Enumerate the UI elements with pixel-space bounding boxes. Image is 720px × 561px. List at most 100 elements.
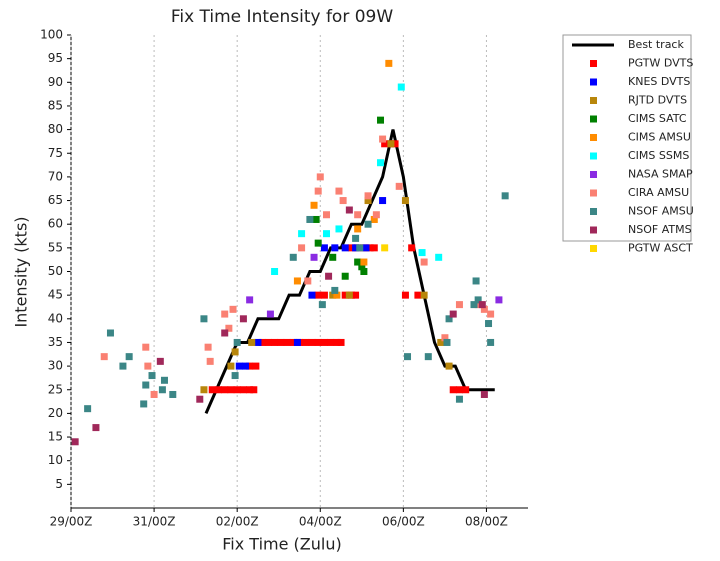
fix-marker [345,206,353,214]
fix-marker [445,362,453,370]
fix-marker [327,338,335,346]
fix-marker [360,268,368,275]
fix-marker [293,338,301,346]
fix-marker [221,329,229,337]
fix-marker [364,197,372,205]
fix-marker [495,296,503,304]
fix-marker [140,400,148,408]
fix-marker [377,116,385,124]
y-tick-label: 5 [55,477,63,491]
legend-label: CIRA AMSU [628,186,689,199]
y-tick-label: 45 [48,288,63,302]
fix-marker [474,296,482,304]
legend-swatch [590,60,597,67]
fix-marker [266,310,274,318]
x-tick-label: 29/00Z [50,515,93,529]
y-tick-label: 75 [48,146,63,160]
fix-marker [125,353,133,361]
fix-marker [480,305,488,313]
fix-marker [92,424,100,432]
fix-marker [370,215,378,223]
fix-marker [381,244,389,252]
fix-marker [106,329,114,337]
fix-marker [289,253,297,261]
fix-marker [441,334,449,342]
legend-label: RJTD DVTS [628,94,687,107]
fix-marker [377,159,385,167]
fix-marker [142,381,150,389]
fix-marker [84,405,92,413]
fix-marker [501,192,509,200]
fix-marker [119,362,127,370]
fix-marker [455,301,463,309]
legend-swatch [590,134,597,141]
fix-marker [379,135,387,143]
fix-marker [100,353,108,361]
fix-marker [462,386,470,394]
legend-box [562,34,692,242]
fix-marker [314,239,322,247]
fix-marker [341,291,349,299]
legend-label: NASA SMAP [628,168,693,181]
fix-marker [323,230,331,238]
fix-marker [231,348,239,356]
x-tick-label: 02/00Z [216,515,259,529]
fix-marker [395,182,403,190]
fix-marker [339,197,347,205]
fix-marker [397,83,405,91]
y-tick-label: 10 [48,453,63,467]
fix-marker [420,258,428,266]
fix-marker [306,215,314,223]
fix-marker [320,338,328,346]
fix-marker [445,315,453,323]
legend-swatch [590,189,597,197]
fix-marker [364,220,372,228]
fix-marker [401,197,409,205]
fix-marker [329,291,337,299]
fix-marker [148,372,156,380]
fix-marker [325,272,333,280]
fix-marker [142,343,150,351]
fix-marker [320,291,328,299]
fix-marker [335,187,343,195]
fix-marker [308,291,316,299]
fix-marker [241,362,249,370]
fix-marker [329,253,337,261]
fix-marker [221,386,229,394]
fix-marker [470,301,478,309]
chart-title: Fix Time Intensity for 09W [171,7,394,27]
fix-marker [437,338,445,346]
y-tick-label: 85 [48,98,63,112]
fix-marker [387,140,395,148]
x-axis-label: Fix Time (Zulu) [222,535,341,554]
legend-label: PGTW DVTS [628,57,693,70]
legend-label: CIMS SSMS [628,149,689,162]
fix-marker [354,258,362,266]
fix-marker [370,244,378,252]
fix-marker [310,201,318,209]
legend-label: CIMS SATC [628,112,687,125]
fix-marker [318,301,326,309]
fix-marker [333,338,341,346]
legend-swatch [590,152,597,160]
fix-marker [144,362,152,370]
fix-marker [271,338,279,346]
fix-marker [302,338,310,346]
fix-marker [204,343,212,351]
fix-marker [337,338,345,346]
fix-marker [420,291,428,299]
fix-marker [352,291,360,299]
fix-marker [391,140,399,148]
fix-marker [323,211,331,219]
legend-swatch [590,226,597,234]
fix-marker [345,291,353,299]
y-axis-label: Intensity (kts) [12,216,31,327]
fix-marker [366,244,374,252]
fix-marker [356,244,364,252]
fix-marker [487,310,495,318]
fix-marker [404,353,412,361]
fix-marker [341,272,349,280]
fix-marker [229,305,237,313]
fix-marker [231,372,239,380]
